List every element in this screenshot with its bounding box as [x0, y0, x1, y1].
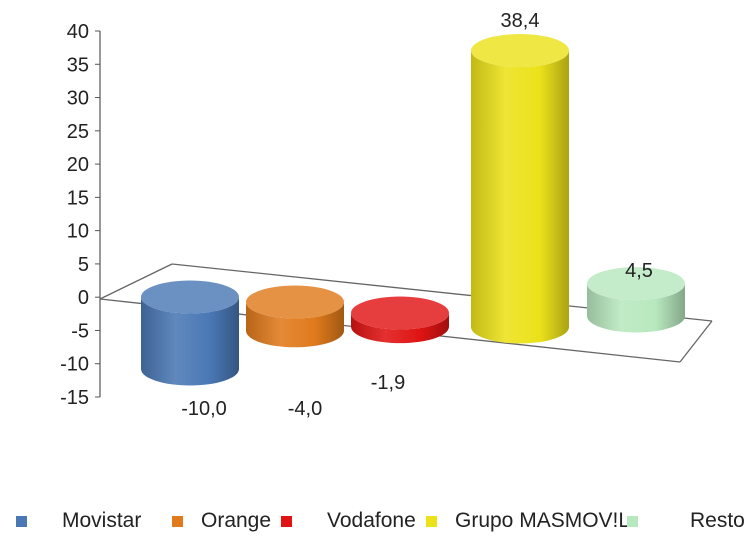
bar-top — [587, 267, 685, 301]
legend-entry: Grupo MASMOV!L — [455, 506, 630, 536]
legend-swatch — [281, 506, 300, 536]
legend-label: Orange — [201, 509, 272, 532]
data-label: -10,0 — [181, 398, 227, 420]
legend-label: Resto — [690, 509, 745, 532]
legend-swatch-box — [627, 515, 638, 527]
y-tick-label: 15 — [67, 187, 89, 209]
y-tick-label: 35 — [67, 54, 89, 76]
bar-2 — [351, 296, 449, 344]
y-tick-label: -15 — [60, 387, 89, 409]
legend-swatch — [172, 506, 191, 536]
legend-label: Movistar — [62, 509, 142, 532]
legend-label: Grupo MASMOV!L — [455, 509, 631, 532]
y-tick-label: -5 — [71, 320, 89, 342]
legend-entry: Orange — [201, 506, 271, 536]
bar-top — [246, 285, 344, 319]
y-tick-label: -10 — [60, 354, 89, 376]
y-tick-label: 20 — [67, 154, 89, 176]
y-tick-label: 10 — [67, 221, 89, 243]
zero-plane-right-edge — [679, 320, 713, 363]
data-label: -4,0 — [288, 398, 322, 420]
y-tick-label: 5 — [78, 254, 89, 276]
y-tick-label: 25 — [67, 121, 89, 143]
legend-label: Vodafone — [327, 509, 416, 532]
data-labels: -10,0 -4,0 -1,9 38,4 4,5 — [181, 10, 653, 420]
bar-4 — [587, 267, 685, 333]
legend-swatch — [627, 506, 646, 536]
bar-top — [141, 280, 239, 314]
data-label: -1,9 — [371, 372, 405, 394]
bars — [141, 34, 685, 386]
bar-1 — [246, 285, 344, 348]
legend-swatch — [426, 506, 445, 536]
data-label: 4,5 — [625, 260, 653, 282]
legend-swatch-box — [16, 515, 27, 527]
bar-0 — [141, 280, 239, 386]
y-tick-label: 30 — [67, 88, 89, 110]
legend-entry: Movistar — [62, 506, 141, 536]
y-tick-label: 0 — [78, 287, 89, 309]
y-axis: 40 35 30 25 20 15 10 5 0 -5 -10 -15 — [60, 21, 101, 409]
legend-swatch-box — [281, 515, 292, 527]
bar-body — [141, 297, 239, 386]
bar-body — [587, 283, 685, 333]
legend-entry: Resto — [690, 506, 745, 536]
zero-plane-left-edge — [99, 263, 173, 300]
legend: Movistar Orange Vodafone Grupo MASMOV!L Rest… — [0, 506, 752, 536]
y-tick-label: 40 — [67, 21, 89, 43]
legend-swatch-box — [426, 515, 437, 527]
legend-entry: Vodafone — [327, 506, 416, 536]
bar-body — [471, 50, 569, 344]
bar-3 — [471, 34, 569, 344]
bar-body — [351, 313, 449, 344]
legend-swatch — [16, 506, 35, 536]
bar-body — [246, 302, 344, 348]
legend-swatch-box — [172, 515, 183, 527]
bar-top — [351, 296, 449, 330]
bar-top — [471, 34, 569, 68]
data-label: 38,4 — [501, 10, 540, 32]
